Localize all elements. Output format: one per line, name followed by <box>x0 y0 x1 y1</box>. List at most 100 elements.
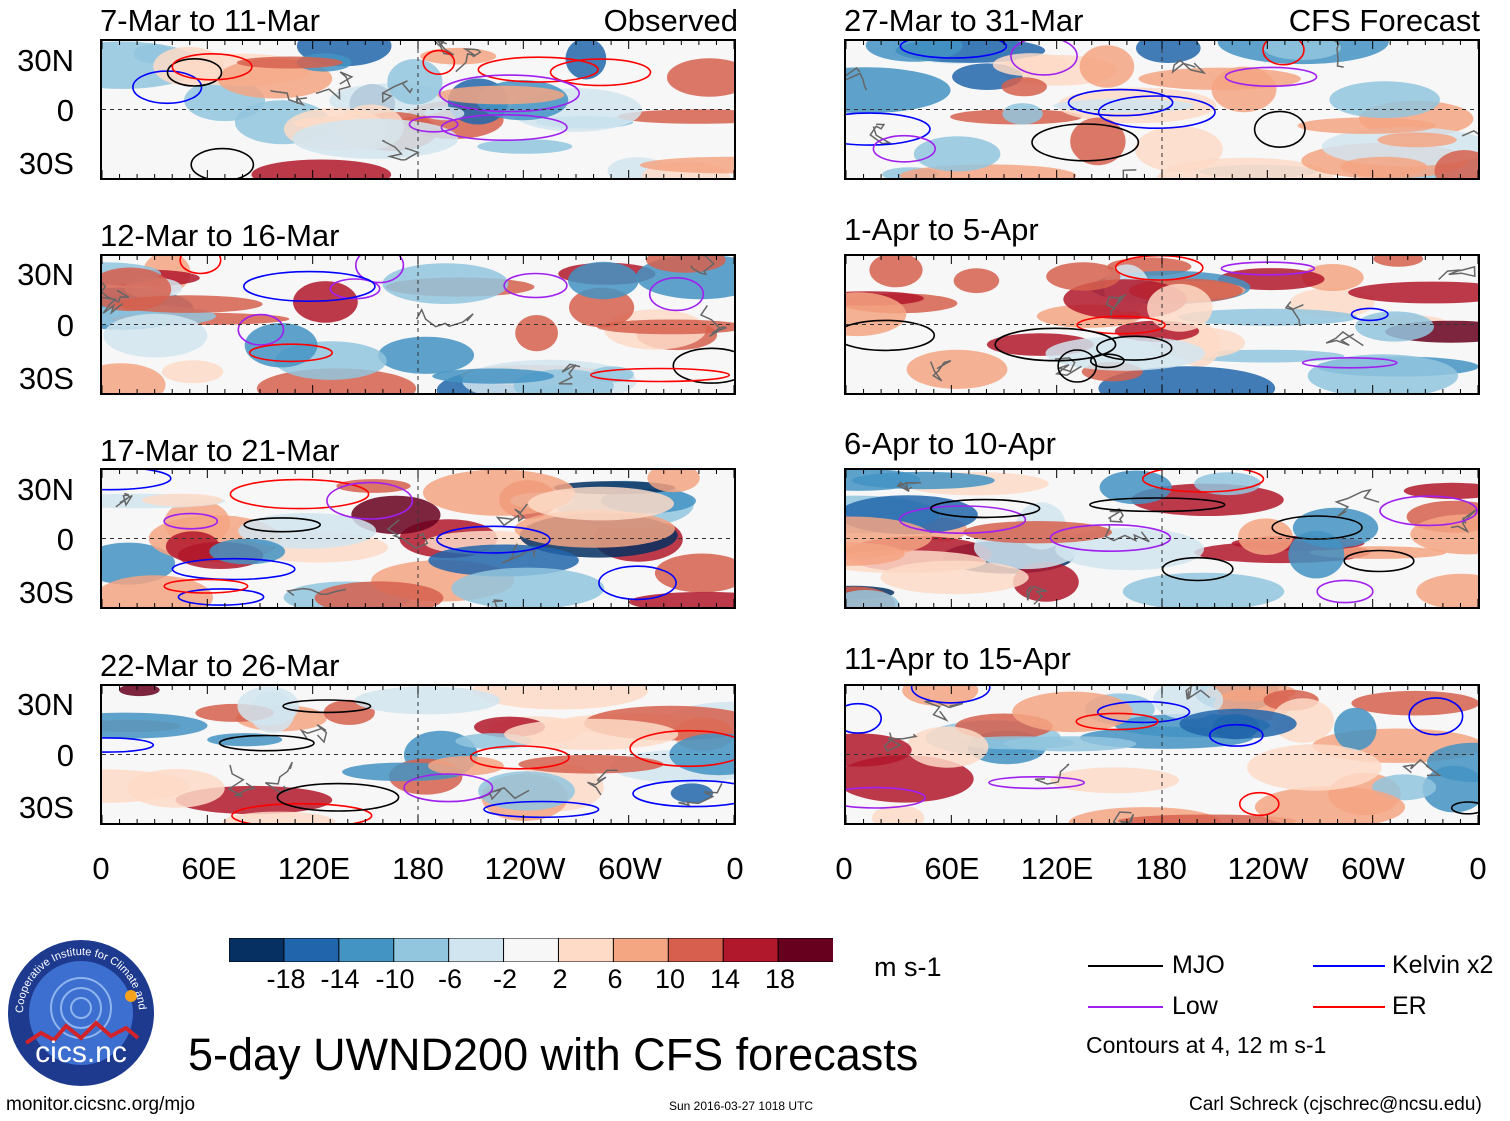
wave-contour <box>440 114 568 142</box>
wave-contour <box>355 256 405 284</box>
anomaly-shading <box>1263 41 1341 60</box>
lat-label: 30N <box>17 257 74 292</box>
legend-swatch-low <box>1088 1006 1163 1008</box>
wave-contour <box>846 112 931 146</box>
wave-contour <box>276 782 400 812</box>
legend-note: Contours at 4, 12 m s-1 <box>1086 1032 1327 1058</box>
map-panel <box>100 254 736 395</box>
map-field <box>102 470 734 607</box>
lon-label: 120W <box>484 851 566 886</box>
wave-contour <box>1096 700 1191 724</box>
colorbar-swatch <box>722 937 780 963</box>
coastline <box>846 66 868 91</box>
wave-contour <box>1238 791 1280 817</box>
wave-contour <box>1010 41 1078 76</box>
anomaly-shading <box>1136 41 1201 63</box>
coastline <box>1026 585 1048 605</box>
anomaly-shading <box>1247 744 1382 791</box>
map-panel <box>100 39 736 180</box>
coastline <box>495 503 528 527</box>
colorbar-tick-label: -18 <box>266 964 306 994</box>
anomaly-shading <box>1351 690 1478 716</box>
anomaly-shading <box>596 319 734 335</box>
anomaly-shading <box>1329 81 1440 119</box>
anomaly-shading <box>569 287 635 328</box>
coastline <box>455 48 482 73</box>
map-panel <box>844 254 1480 395</box>
anomaly-shading <box>1046 262 1121 291</box>
anomaly-shading <box>1434 150 1478 178</box>
anomaly-shading <box>1348 281 1478 304</box>
anomaly-shading <box>1334 707 1377 751</box>
lon-label: 0 <box>1469 851 1487 886</box>
coastline <box>869 123 892 145</box>
anomaly-shading <box>420 47 497 65</box>
coastline <box>1112 811 1135 823</box>
anomaly-shading <box>153 46 225 86</box>
anomaly-shading <box>515 315 558 352</box>
wave-contour <box>177 588 265 606</box>
anomaly-shading <box>568 261 639 300</box>
coastline <box>386 519 429 550</box>
coastline <box>299 724 328 744</box>
lat-label: 0 <box>56 308 74 343</box>
map-field <box>102 256 734 393</box>
anomaly-shading <box>477 139 573 154</box>
wave-contour <box>898 505 1027 535</box>
wave-contour <box>477 56 599 83</box>
wave-contour <box>1408 697 1464 736</box>
wave-contour <box>282 699 372 714</box>
panel-title: 27-Mar to 31-Mar <box>844 3 1084 38</box>
wave-contour <box>1253 110 1306 149</box>
anomaly-shading <box>207 733 283 747</box>
wave-contour <box>163 512 219 530</box>
anomaly-shading <box>1070 117 1126 166</box>
colorbar-swatch <box>667 937 725 963</box>
legend-swatch-kelvin <box>1313 965 1385 967</box>
main-title: 5-day UWND200 with CFS forecasts <box>188 1029 919 1080</box>
colorbar-swatch <box>393 937 450 963</box>
wave-contour <box>469 745 570 770</box>
anomaly-shading <box>1372 774 1437 801</box>
panel-title: 22-Mar to 26-Mar <box>100 648 340 683</box>
coastline <box>1334 488 1380 517</box>
wave-contour <box>1301 357 1398 369</box>
wave-contour <box>218 734 315 752</box>
anomaly-shading <box>1340 156 1428 177</box>
anomaly-shading <box>292 118 459 159</box>
lon-label: 60E <box>924 851 980 886</box>
anomaly-shading <box>1050 767 1180 794</box>
panel-title: 12-Mar to 16-Mar <box>100 218 340 253</box>
anomaly-shading <box>118 686 160 697</box>
coastline <box>1108 508 1124 523</box>
wave-contour <box>242 270 376 302</box>
anomaly-shading <box>209 538 286 565</box>
anomaly-shading <box>314 581 444 607</box>
wave-contour <box>408 116 459 133</box>
wave-contour <box>438 74 580 113</box>
coastline <box>433 41 454 56</box>
anomaly-shading <box>387 59 443 105</box>
anomaly-shading <box>1001 77 1047 97</box>
coastline <box>1034 763 1070 785</box>
anomaly-shading <box>1098 366 1276 393</box>
wave-contour <box>243 517 321 533</box>
coastline <box>315 71 354 101</box>
colorbar <box>228 937 835 963</box>
wave-contour <box>1450 801 1478 815</box>
wave-contour <box>422 49 456 75</box>
anomaly-shading <box>127 769 225 808</box>
panel-title: 1-Apr to 5-Apr <box>844 212 1039 247</box>
anomaly-shading <box>1138 67 1301 90</box>
lat-label: 30S <box>18 790 74 825</box>
lon-label: 180 <box>1135 851 1187 886</box>
wave-contour <box>326 481 414 520</box>
anomaly-shading <box>528 486 674 521</box>
coastline <box>587 769 618 796</box>
coastline <box>1171 59 1207 75</box>
wave-contour <box>846 702 882 734</box>
anomaly-shading <box>102 575 213 607</box>
wave-contour <box>1031 123 1140 162</box>
anomaly-shading <box>865 41 963 62</box>
coastline <box>1284 301 1304 327</box>
